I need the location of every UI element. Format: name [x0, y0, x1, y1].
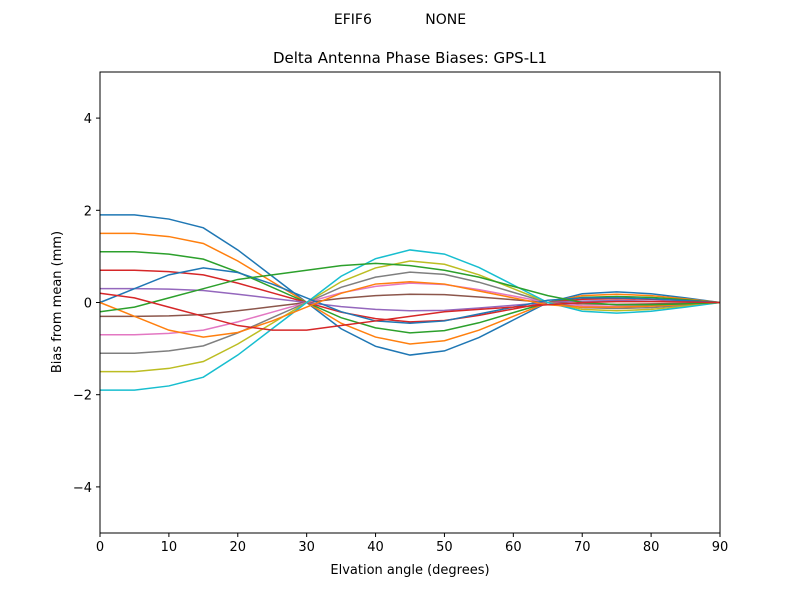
data-line [100, 232, 721, 345]
y-tick-label: −2 [73, 389, 92, 404]
x-tick-label: 60 [505, 540, 522, 555]
x-tick-label: 0 [96, 540, 104, 555]
data-line [100, 271, 721, 354]
data-line [100, 260, 721, 373]
y-tick-label: 0 [84, 297, 92, 312]
data-line [100, 282, 721, 336]
chart-title: Delta Antenna Phase Biases: GPS-L1 [273, 49, 547, 67]
data-line [100, 269, 721, 323]
data-line [100, 249, 721, 391]
data-line [99, 292, 721, 331]
x-tick-label: 20 [230, 540, 247, 555]
y-axis-label: Bias from mean (mm) [50, 231, 65, 373]
x-tick-label: 10 [161, 540, 178, 555]
x-tick-label: 80 [643, 540, 660, 555]
x-tick-label: 30 [298, 540, 315, 555]
x-tick-label: 40 [367, 540, 384, 555]
y-tick-label: 2 [84, 204, 92, 219]
x-tick-label: 50 [436, 540, 453, 555]
data-line [99, 281, 721, 338]
data-line [100, 287, 721, 312]
x-tick-label: 70 [574, 540, 591, 555]
data-line [100, 214, 721, 356]
plot-frame [99, 71, 721, 534]
y-tick-label: 4 [84, 112, 92, 127]
x-axis-label: Elvation angle (degrees) [330, 563, 489, 578]
data-line [99, 267, 721, 324]
suptitle: EFIF6 NONE [334, 12, 466, 28]
data-line [100, 251, 721, 334]
y-tick-label: −4 [73, 481, 92, 496]
data-line [99, 262, 721, 313]
x-tick-label: 90 [712, 540, 729, 555]
